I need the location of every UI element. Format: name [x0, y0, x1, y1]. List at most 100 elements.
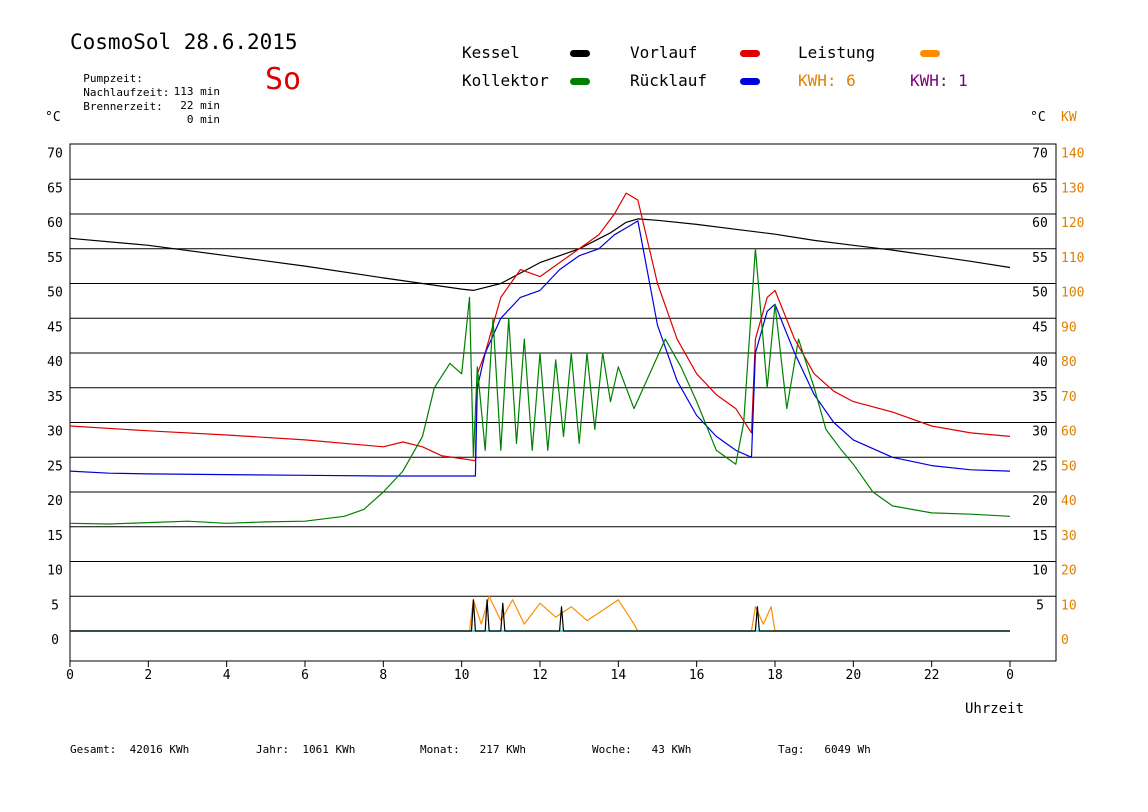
- y-tick-label-left: 0: [51, 633, 59, 648]
- x-tick-label: 14: [611, 668, 627, 683]
- stat-brennerzeit: Brennerzeit: 0 min: [70, 87, 220, 126]
- y-tick-label-right-c: 5: [1036, 598, 1044, 613]
- y-tick-label-right-c: 20: [1032, 494, 1048, 509]
- y-tick-label-left: 40: [47, 355, 63, 370]
- y-tick-label-right-c: 40: [1032, 355, 1048, 370]
- right-axis-unit-c: °C: [1030, 110, 1046, 125]
- legend-kwh-orange: KWH: 6: [798, 71, 856, 90]
- stat-label: Nachlaufzeit:: [83, 86, 170, 99]
- footer-woche: Woche: 43 KWh: [592, 743, 691, 756]
- x-tick-label: 6: [301, 668, 309, 683]
- footer-value: 1061 KWh: [302, 743, 356, 756]
- y-tick-label-left: 45: [47, 320, 63, 335]
- y-tick-label-right-kw: 100: [1061, 286, 1084, 301]
- left-axis-unit: °C: [45, 110, 61, 125]
- legend-swatch-ruecklauf: [740, 78, 760, 85]
- y-tick-label-left: 65: [47, 181, 63, 196]
- series-line-kollektor: [69, 248, 1011, 525]
- legend-kwh-purple: KWH: 1: [910, 71, 968, 90]
- footer-label: Jahr:: [256, 743, 290, 756]
- y-tick-label-right-kw: 20: [1061, 564, 1077, 579]
- weekday-label: So: [265, 62, 302, 97]
- x-tick-label: 0: [1006, 668, 1014, 683]
- legend-swatch-vorlauf: [740, 50, 760, 57]
- plot-frame: [69, 143, 1057, 662]
- y-tick-label-left: 50: [47, 286, 63, 301]
- y-tick-label-right-kw: 10: [1061, 598, 1077, 613]
- y-tick-label-right-c: 60: [1032, 216, 1048, 231]
- x-axis-label: Uhrzeit: [965, 701, 1025, 717]
- y-tick-label-right-c: 35: [1032, 390, 1048, 405]
- x-tick-label: 4: [223, 668, 231, 683]
- y-tick-label-right-c: 70: [1032, 147, 1048, 162]
- series-line-rcklauf: [69, 220, 1011, 477]
- y-tick-label-left: 55: [47, 251, 63, 266]
- y-tick-label-right-kw: 50: [1061, 459, 1077, 474]
- stat-value: 22 min: [180, 99, 220, 112]
- y-tick-label-right-c: 10: [1032, 564, 1048, 579]
- x-tick-label: 0: [66, 668, 74, 683]
- x-tick-label: 10: [454, 668, 470, 683]
- legend-swatch-kessel: [570, 50, 590, 57]
- footer-value: 43 KWh: [651, 743, 692, 756]
- right-axis-unit-kw: KW: [1061, 110, 1077, 125]
- y-tick-label-left: 70: [47, 147, 63, 162]
- series-line-brenner: [70, 599, 1010, 632]
- legend-label-kessel: Kessel: [462, 43, 520, 62]
- y-tick-label-right-c: 25: [1032, 459, 1048, 474]
- chart-ticks: 0 2 4 6 8 10 12 14 16 18 20 22 005101520253035404550…: [47, 147, 1084, 684]
- y-tick-label-right-c: 55: [1032, 251, 1048, 266]
- y-tick-label-left: 35: [47, 390, 63, 405]
- y-tick-label-right-kw: 0: [1061, 633, 1069, 648]
- y-tick-label-right-kw: 80: [1061, 355, 1077, 370]
- y-tick-label-right-kw: 130: [1061, 181, 1084, 196]
- x-tick-label: 20: [846, 668, 862, 683]
- footer-jahr: Jahr: 1061 KWh: [256, 743, 355, 756]
- x-tick-label: 8: [379, 668, 387, 683]
- footer-label: Gesamt:: [70, 743, 117, 756]
- y-tick-label-right-kw: 120: [1061, 216, 1084, 231]
- y-tick-label-right-kw: 110: [1061, 251, 1084, 266]
- chart-title: CosmoSol 28.6.2015: [70, 30, 298, 54]
- footer-monat: Monat: 217 KWh: [420, 743, 526, 756]
- legend-label-vorlauf: Vorlauf: [630, 43, 698, 62]
- stat-label: Pumpzeit:: [83, 72, 143, 85]
- y-tick-label-right-c: 50: [1032, 286, 1048, 301]
- series-line-kessel: [69, 218, 1011, 291]
- x-tick-label: 18: [767, 668, 783, 683]
- legend-label-ruecklauf: Rücklauf: [630, 71, 708, 90]
- series-line-vorlauf: [69, 192, 1011, 462]
- y-tick-label-left: 25: [47, 459, 63, 474]
- y-tick-label-right-kw: 30: [1061, 529, 1077, 544]
- legend-label-leistung: Leistung: [798, 43, 876, 62]
- y-tick-label-right-kw: 70: [1061, 390, 1077, 405]
- stat-pumpzeit: Pumpzeit: 113 min: [70, 59, 220, 98]
- y-tick-label-right-c: 65: [1032, 181, 1048, 196]
- footer-value: 42016 KWh: [129, 743, 190, 756]
- legend-swatch-kollektor: [570, 78, 590, 85]
- stat-value: 0 min: [186, 113, 220, 126]
- footer-value: 217 KWh: [479, 743, 526, 756]
- y-tick-label-right-c: 30: [1032, 425, 1048, 440]
- stat-label: Brennerzeit:: [83, 100, 163, 113]
- x-tick-label: 22: [924, 668, 940, 683]
- footer-label: Monat:: [420, 743, 460, 756]
- y-tick-label-left: 15: [47, 529, 63, 544]
- series-line-leistung: [70, 595, 1010, 632]
- y-tick-label-right-c: 45: [1032, 320, 1048, 335]
- y-tick-label-left: 5: [51, 598, 59, 613]
- stat-value: 113 min: [173, 85, 220, 98]
- footer-label: Tag:: [778, 743, 805, 756]
- x-tick-label: 2: [144, 668, 152, 683]
- legend-swatch-leistung: [920, 50, 940, 57]
- y-tick-label-left: 10: [47, 564, 63, 579]
- y-tick-label-right-kw: 60: [1061, 425, 1077, 440]
- footer-tag: Tag: 6049 Wh: [778, 743, 871, 756]
- x-tick-label: 12: [532, 668, 548, 683]
- x-tick-label: 16: [689, 668, 705, 683]
- stat-nachlaufzeit: Nachlaufzeit: 22 min: [70, 73, 220, 112]
- y-tick-label-right-kw: 140: [1061, 147, 1084, 162]
- footer-value: 6049 Wh: [824, 743, 871, 756]
- y-tick-label-right-c: 15: [1032, 529, 1048, 544]
